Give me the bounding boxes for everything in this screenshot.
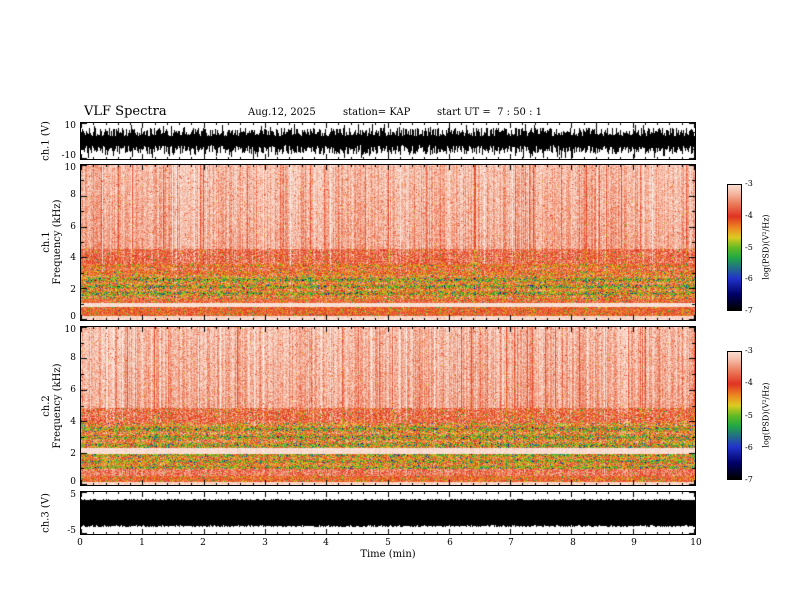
tick-label: 0: [77, 538, 83, 548]
colorbar-ch1-label-text: log(PSD)(V²/Hz): [761, 214, 771, 280]
tick-label: 8: [70, 190, 76, 200]
tick-label: 3: [262, 538, 268, 548]
colorbar-tick-label: -7: [745, 306, 753, 315]
ch1-waveform-canvas: [81, 123, 695, 159]
tick-label: 4: [323, 538, 329, 548]
header-date: Aug.12, 2025: [248, 107, 316, 118]
tick-label: 0: [70, 312, 76, 322]
tick-label: 10: [64, 121, 76, 131]
tick-label: 8: [570, 538, 576, 548]
ch3-waveform-canvas: [81, 492, 695, 534]
tick-label: 4: [70, 253, 76, 263]
x-axis-title: Time (min): [360, 549, 416, 560]
tick-label: 2: [70, 449, 76, 459]
colorbar-ch2-canvas: [728, 352, 741, 479]
tick-label: 6: [70, 222, 76, 232]
colorbar-ch2-label-text: log(PSD)(V²/Hz): [761, 382, 771, 448]
ch2-spectrogram-panel: [80, 326, 696, 486]
tick-label: 4: [70, 417, 76, 427]
tick-label: 2: [200, 538, 206, 548]
colorbar-tick-label: -3: [745, 179, 753, 188]
ch3-waveform-ylabel-text: ch.3 (V): [40, 493, 52, 533]
colorbar-tick-label: -7: [745, 475, 753, 484]
ch2-spectrogram-canvas: [81, 327, 695, 485]
ch1-frequency-axis-label: Frequency (kHz): [52, 199, 63, 285]
colorbar-ch1-canvas: [728, 185, 741, 310]
colorbar-tick-label: -4: [745, 211, 753, 220]
colorbar-tick-label: -3: [745, 346, 753, 355]
ch1-waveform-ylabel-text: ch.1 (V): [40, 121, 52, 161]
colorbar-ch1: [727, 184, 742, 311]
tick-label: 10: [690, 538, 702, 548]
tick-label: 6: [70, 385, 76, 395]
ch2-frequency-axis-label: Frequency (kHz): [52, 363, 63, 449]
tick-label: 10: [64, 325, 76, 335]
tick-label: -5: [67, 526, 76, 536]
tick-label: 5: [70, 490, 76, 500]
colorbar-ch2: [727, 351, 742, 480]
ch3-waveform-panel: [80, 491, 696, 535]
plot-title: VLF Spectra: [84, 104, 167, 119]
tick-label: -10: [61, 151, 77, 161]
ch1-waveform-panel: [80, 122, 696, 160]
tick-label: 2: [70, 285, 76, 295]
ch1-label: ch.1: [41, 231, 52, 253]
header-start-ut: start UT = 7 : 50 : 1: [437, 107, 543, 118]
tick-label: 1: [139, 538, 145, 548]
tick-label: 8: [70, 353, 76, 363]
tick-label: 9: [631, 538, 637, 548]
ch2-label: ch.2: [41, 395, 52, 417]
ch1-spectrogram-ylabel-text: ch.1 Frequency (kHz): [41, 199, 63, 284]
colorbar-tick-label: -6: [745, 274, 753, 283]
tick-label: 5: [385, 538, 391, 548]
tick-label: 0: [70, 477, 76, 487]
tick-label: 10: [64, 163, 76, 173]
header-station: station= KAP: [343, 107, 411, 118]
tick-label: 7: [508, 538, 514, 548]
ch1-spectrogram-canvas: [81, 165, 695, 320]
ch2-spectrogram-ylabel-text: ch.2 Frequency (kHz): [41, 363, 63, 448]
tick-label: 6: [447, 538, 453, 548]
ch1-spectrogram-panel: [80, 164, 696, 321]
colorbar-tick-label: -5: [745, 243, 753, 252]
colorbar-tick-label: -5: [745, 411, 753, 420]
colorbar-tick-label: -6: [745, 443, 753, 452]
colorbar-tick-label: -4: [745, 378, 753, 387]
